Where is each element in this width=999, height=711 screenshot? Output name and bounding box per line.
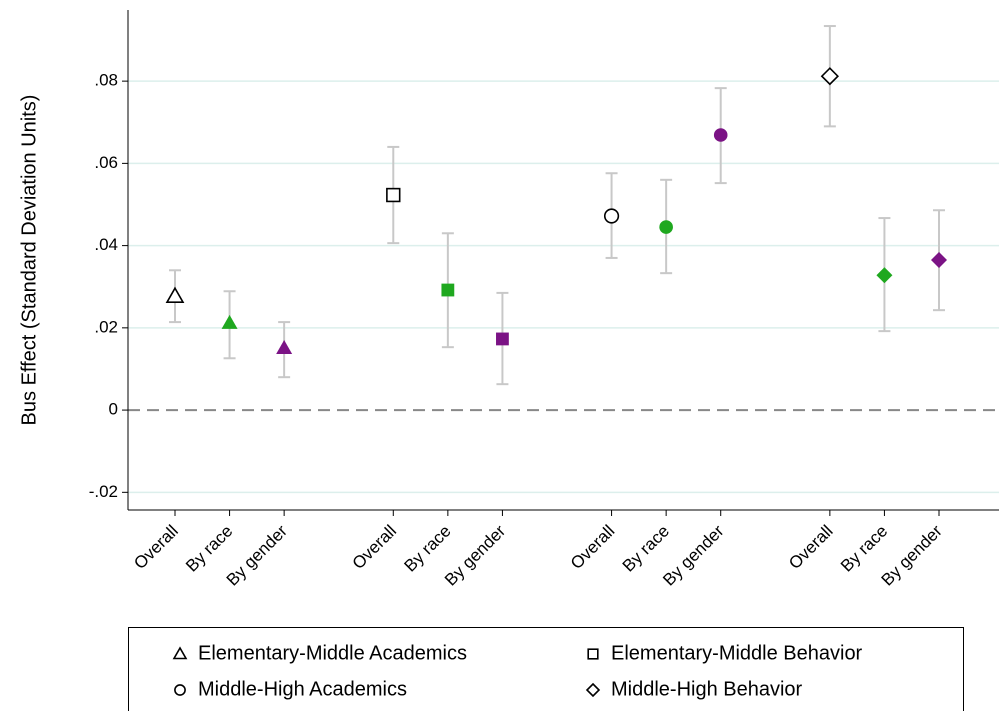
x-tick-label: By race (837, 521, 891, 575)
point (276, 339, 293, 354)
legend-symbol (587, 648, 599, 660)
legend-label: Middle-High Behavior (611, 678, 803, 700)
legend-symbol (174, 684, 186, 696)
point (441, 283, 455, 297)
point (659, 220, 673, 234)
y-axis-label: Bus Effect (Standard Deviation Units) (18, 95, 40, 426)
y-tick-label: .08 (94, 71, 118, 90)
point (386, 187, 401, 203)
legend-box (128, 627, 964, 711)
y-tick-label: .02 (94, 317, 118, 336)
legend-label: Middle-High Academics (198, 678, 407, 700)
point (820, 67, 839, 86)
y-tick-label: 0 (109, 400, 118, 419)
y-tick-label: .04 (94, 235, 118, 254)
x-tick-label: By race (400, 521, 454, 575)
x-tick-label: Overall (567, 521, 619, 573)
x-tick-label: Overall (785, 521, 837, 573)
y-tick-label: .06 (94, 153, 118, 172)
point (496, 332, 509, 346)
point (931, 252, 947, 268)
point (876, 267, 893, 284)
legend-label: Elementary-Middle Behavior (611, 642, 863, 664)
legend-symbol (172, 646, 188, 660)
point (221, 314, 238, 329)
legend-symbol (585, 682, 601, 698)
x-tick-label: Overall (349, 521, 401, 573)
point (603, 208, 620, 224)
x-tick-label: By gender (441, 521, 509, 589)
point (713, 128, 728, 142)
x-tick-label: By race (182, 521, 236, 575)
x-tick-label: By race (619, 521, 673, 575)
point (165, 286, 185, 303)
x-tick-label: Overall (130, 521, 182, 573)
y-tick-label: -.02 (89, 482, 118, 501)
legend-label: Elementary-Middle Academics (198, 642, 467, 664)
